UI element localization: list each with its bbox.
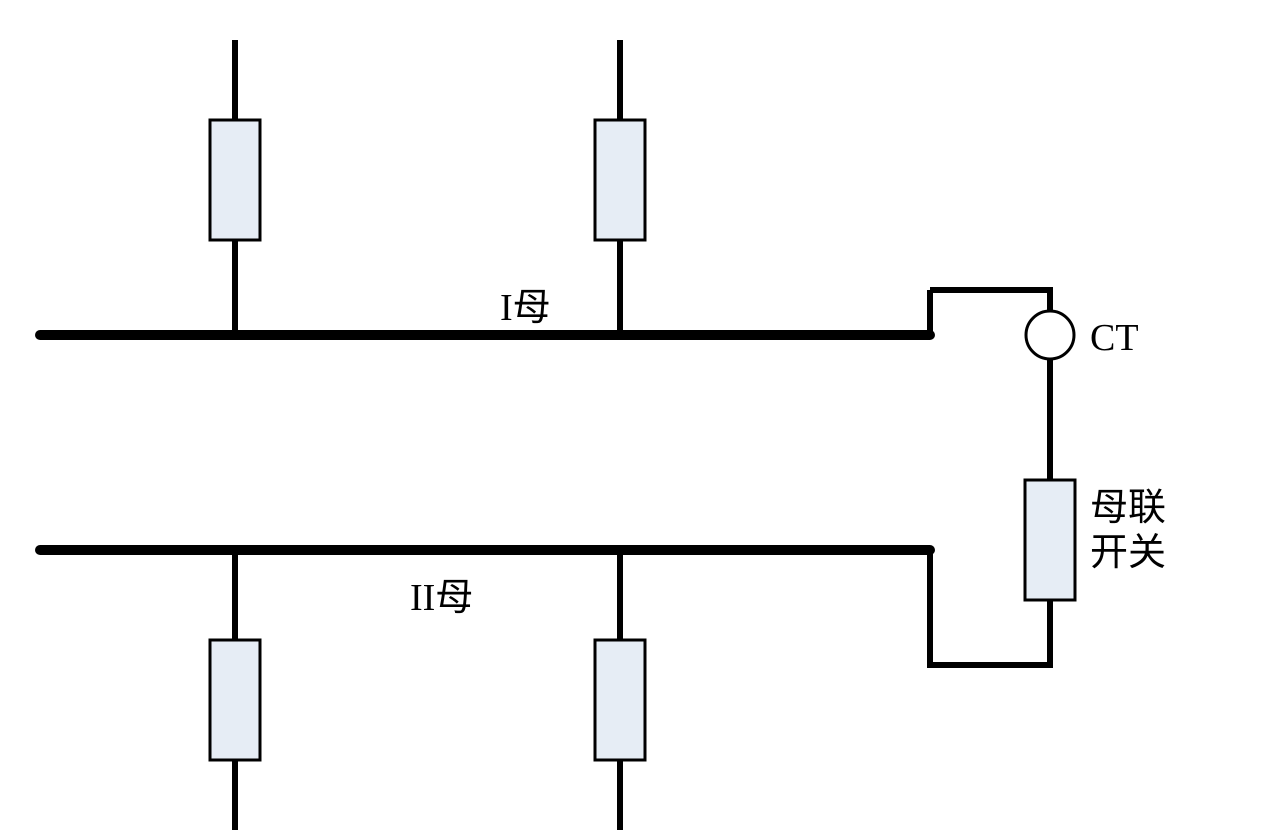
- bus1-label: I母: [500, 287, 551, 329]
- tie-label-line1: 母联: [1090, 487, 1166, 529]
- tie-label-line2: 开关: [1090, 532, 1166, 574]
- feeder-bottom-right-breaker: [595, 640, 645, 760]
- feeder-bottom-left-breaker: [210, 640, 260, 760]
- ct-label: CT: [1090, 317, 1139, 359]
- bus2-label: II母: [410, 577, 473, 619]
- ct-symbol: [1026, 311, 1074, 359]
- tie-breaker: [1025, 480, 1075, 600]
- busbar-diagram: I母 II母 CT 母联 开关: [0, 0, 1280, 840]
- feeder-top-left-breaker: [210, 120, 260, 240]
- feeder-top-right-breaker: [595, 120, 645, 240]
